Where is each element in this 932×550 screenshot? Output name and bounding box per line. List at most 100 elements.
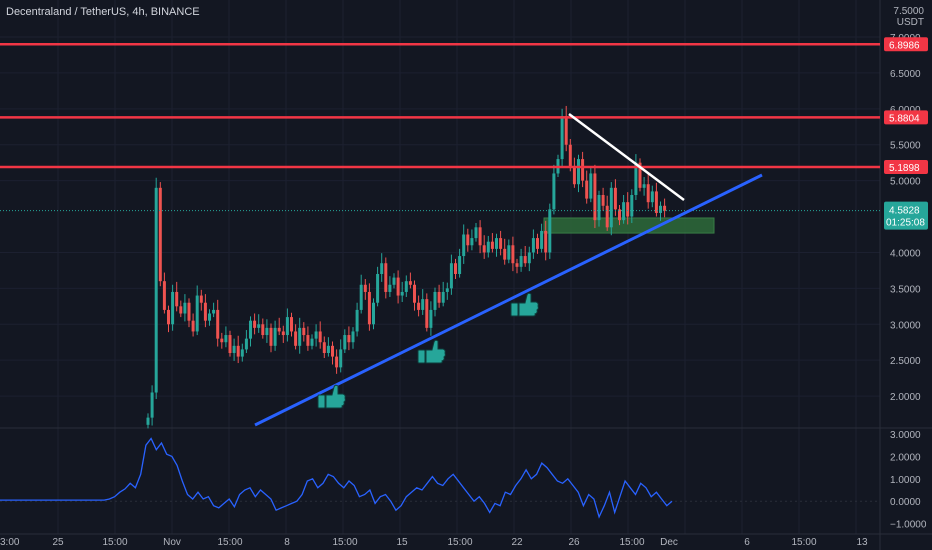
candle-body xyxy=(441,291,445,303)
candle-body xyxy=(564,116,568,145)
price-tick-label: 4.0000 xyxy=(890,248,921,259)
candle-body xyxy=(167,309,170,325)
time-tick-label: 15:00 xyxy=(447,537,472,548)
candle-body xyxy=(470,238,474,246)
time-tick-label: 6 xyxy=(744,537,750,548)
candle-body xyxy=(363,284,367,292)
candle-body xyxy=(314,331,318,339)
candle-body xyxy=(593,173,597,221)
candle-body xyxy=(240,349,244,357)
candle-body xyxy=(212,309,216,314)
time-tick-label: 15:00 xyxy=(619,537,644,548)
candle-body xyxy=(277,327,281,332)
candle-body xyxy=(158,187,162,282)
candle-body xyxy=(618,209,621,221)
candle-body xyxy=(613,187,617,210)
candle-body xyxy=(630,195,634,217)
level-price-label: 5.1898 xyxy=(889,163,920,174)
candle-body xyxy=(462,234,466,257)
candle-body xyxy=(273,327,277,346)
indicator-tick-label: −1.0000 xyxy=(890,520,927,531)
candle-body xyxy=(490,241,494,249)
thumbs-up-cuff xyxy=(510,302,519,317)
candle-body xyxy=(413,284,416,303)
candle-body xyxy=(585,180,589,199)
candle-body xyxy=(519,256,523,267)
price-tick-label: 6.5000 xyxy=(890,69,921,80)
level-price-label: 5.8804 xyxy=(889,113,920,124)
candle-body xyxy=(232,345,236,353)
candle-body xyxy=(437,291,441,303)
level-price-badge xyxy=(884,160,928,175)
time-tick-label: Nov xyxy=(163,537,181,548)
price-tick-label: 2.5000 xyxy=(890,356,921,367)
candle-body xyxy=(531,238,535,253)
price-tick-label: 5.0000 xyxy=(890,177,921,188)
candle-body xyxy=(294,331,298,346)
time-tick-label: 26 xyxy=(568,537,580,548)
candle-body xyxy=(228,335,232,353)
candle-body xyxy=(216,309,220,339)
candle-body xyxy=(646,184,650,203)
candle-body xyxy=(199,295,203,303)
candle-body xyxy=(482,245,486,253)
candle-body xyxy=(552,173,556,210)
candle-body xyxy=(654,191,658,213)
candle-body xyxy=(298,327,302,346)
time-tick-label: 15:00 xyxy=(102,537,127,548)
candle-body xyxy=(281,331,285,336)
candle-body xyxy=(257,324,261,328)
candle-body xyxy=(577,159,580,185)
time-tick-label: 15:00 xyxy=(217,537,242,548)
candle-body xyxy=(372,302,375,325)
support-zone xyxy=(543,217,715,234)
candle-body xyxy=(269,327,273,346)
candle-body xyxy=(162,281,166,310)
candle-body xyxy=(503,248,507,260)
level-price-badge xyxy=(884,110,928,125)
candle-body xyxy=(404,281,408,292)
candle-body xyxy=(236,345,240,357)
indicator-tick-label: 3.0000 xyxy=(890,430,921,441)
candle-body xyxy=(507,245,511,260)
level-price-badge xyxy=(884,37,928,52)
price-tick-label: 2.0000 xyxy=(890,392,921,403)
candle-body xyxy=(466,234,470,246)
candle-body xyxy=(449,263,453,289)
candle-body xyxy=(253,320,257,328)
candle-body xyxy=(663,205,667,211)
candle-body xyxy=(601,195,605,206)
time-tick-label: 22 xyxy=(511,537,523,548)
candle-body xyxy=(347,335,351,343)
time-tick-label: 15:00 xyxy=(332,537,357,548)
candle-body xyxy=(396,277,400,296)
candle-body xyxy=(560,116,564,160)
candle-body xyxy=(400,291,404,296)
candle-body xyxy=(486,241,490,253)
candle-body xyxy=(605,205,609,228)
candle-body xyxy=(351,331,355,343)
candle-body xyxy=(220,338,224,343)
candle-body xyxy=(499,238,503,249)
thumbs-up-hand xyxy=(325,384,346,409)
candle-body xyxy=(318,331,322,343)
indicator-tick-label: 2.0000 xyxy=(890,452,921,463)
candle-body xyxy=(634,162,638,195)
time-tick-label: 25 xyxy=(52,537,64,548)
price-tick-label: 5.5000 xyxy=(890,141,921,152)
thumbs-up-hand xyxy=(425,339,446,364)
candle-body xyxy=(249,320,252,339)
thumbs-up-cuff xyxy=(417,349,426,364)
symbol-title: Decentraland / TetherUS, 4h, BINANCE xyxy=(6,6,200,18)
indicator-tick-label: 0.0000 xyxy=(890,497,921,508)
thumbs-up-hand xyxy=(518,292,539,317)
candle-body xyxy=(171,291,175,325)
thumbs-up-icon xyxy=(417,339,446,364)
time-tick-label: 8 xyxy=(284,537,290,548)
time-tick-label: 13 xyxy=(856,537,868,548)
candle-body xyxy=(609,187,613,228)
candle-body xyxy=(433,291,437,310)
candle-body xyxy=(208,313,211,321)
candle-body xyxy=(417,302,421,310)
